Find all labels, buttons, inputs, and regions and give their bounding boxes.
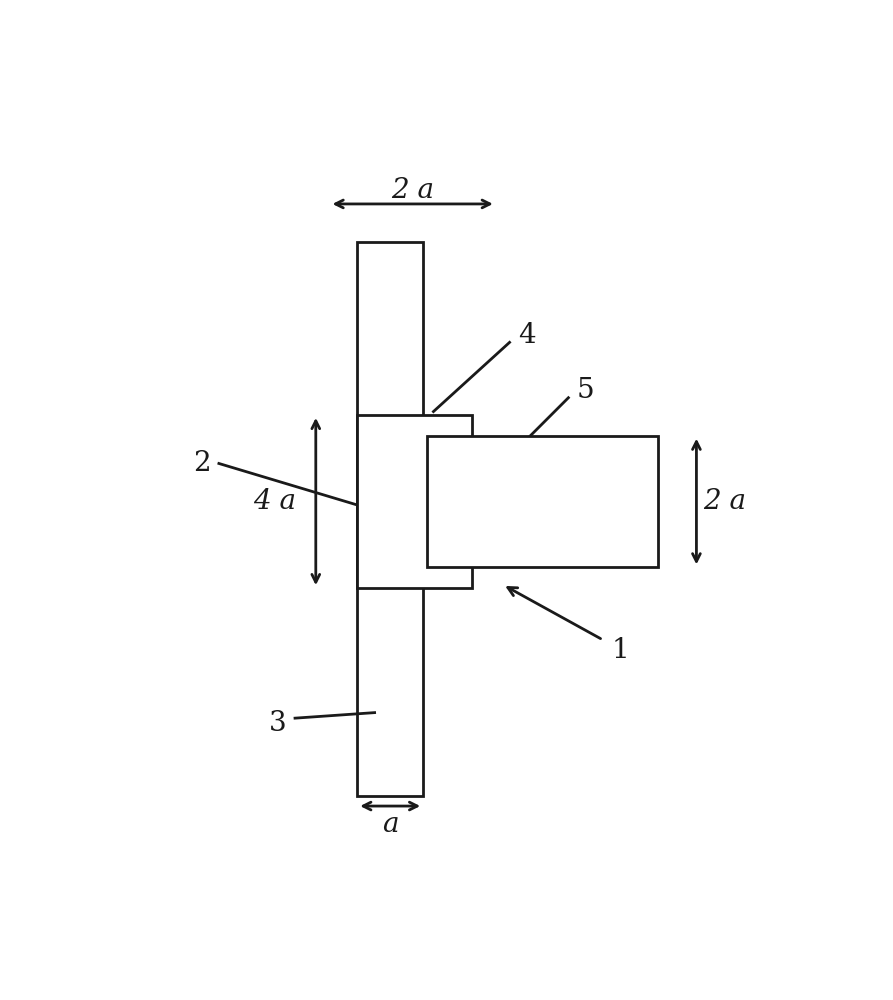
Text: 2: 2: [193, 450, 211, 477]
Bar: [427, 436, 658, 567]
Bar: [357, 242, 423, 796]
Text: a: a: [381, 811, 398, 838]
Text: 4: 4: [518, 322, 536, 349]
Text: 1: 1: [612, 637, 630, 664]
Bar: [357, 415, 472, 588]
Text: 5: 5: [577, 377, 595, 404]
Text: 2 a: 2 a: [703, 488, 746, 515]
Text: 3: 3: [269, 710, 287, 737]
Text: 4 a: 4 a: [253, 488, 296, 515]
Text: 2 a: 2 a: [391, 177, 434, 204]
